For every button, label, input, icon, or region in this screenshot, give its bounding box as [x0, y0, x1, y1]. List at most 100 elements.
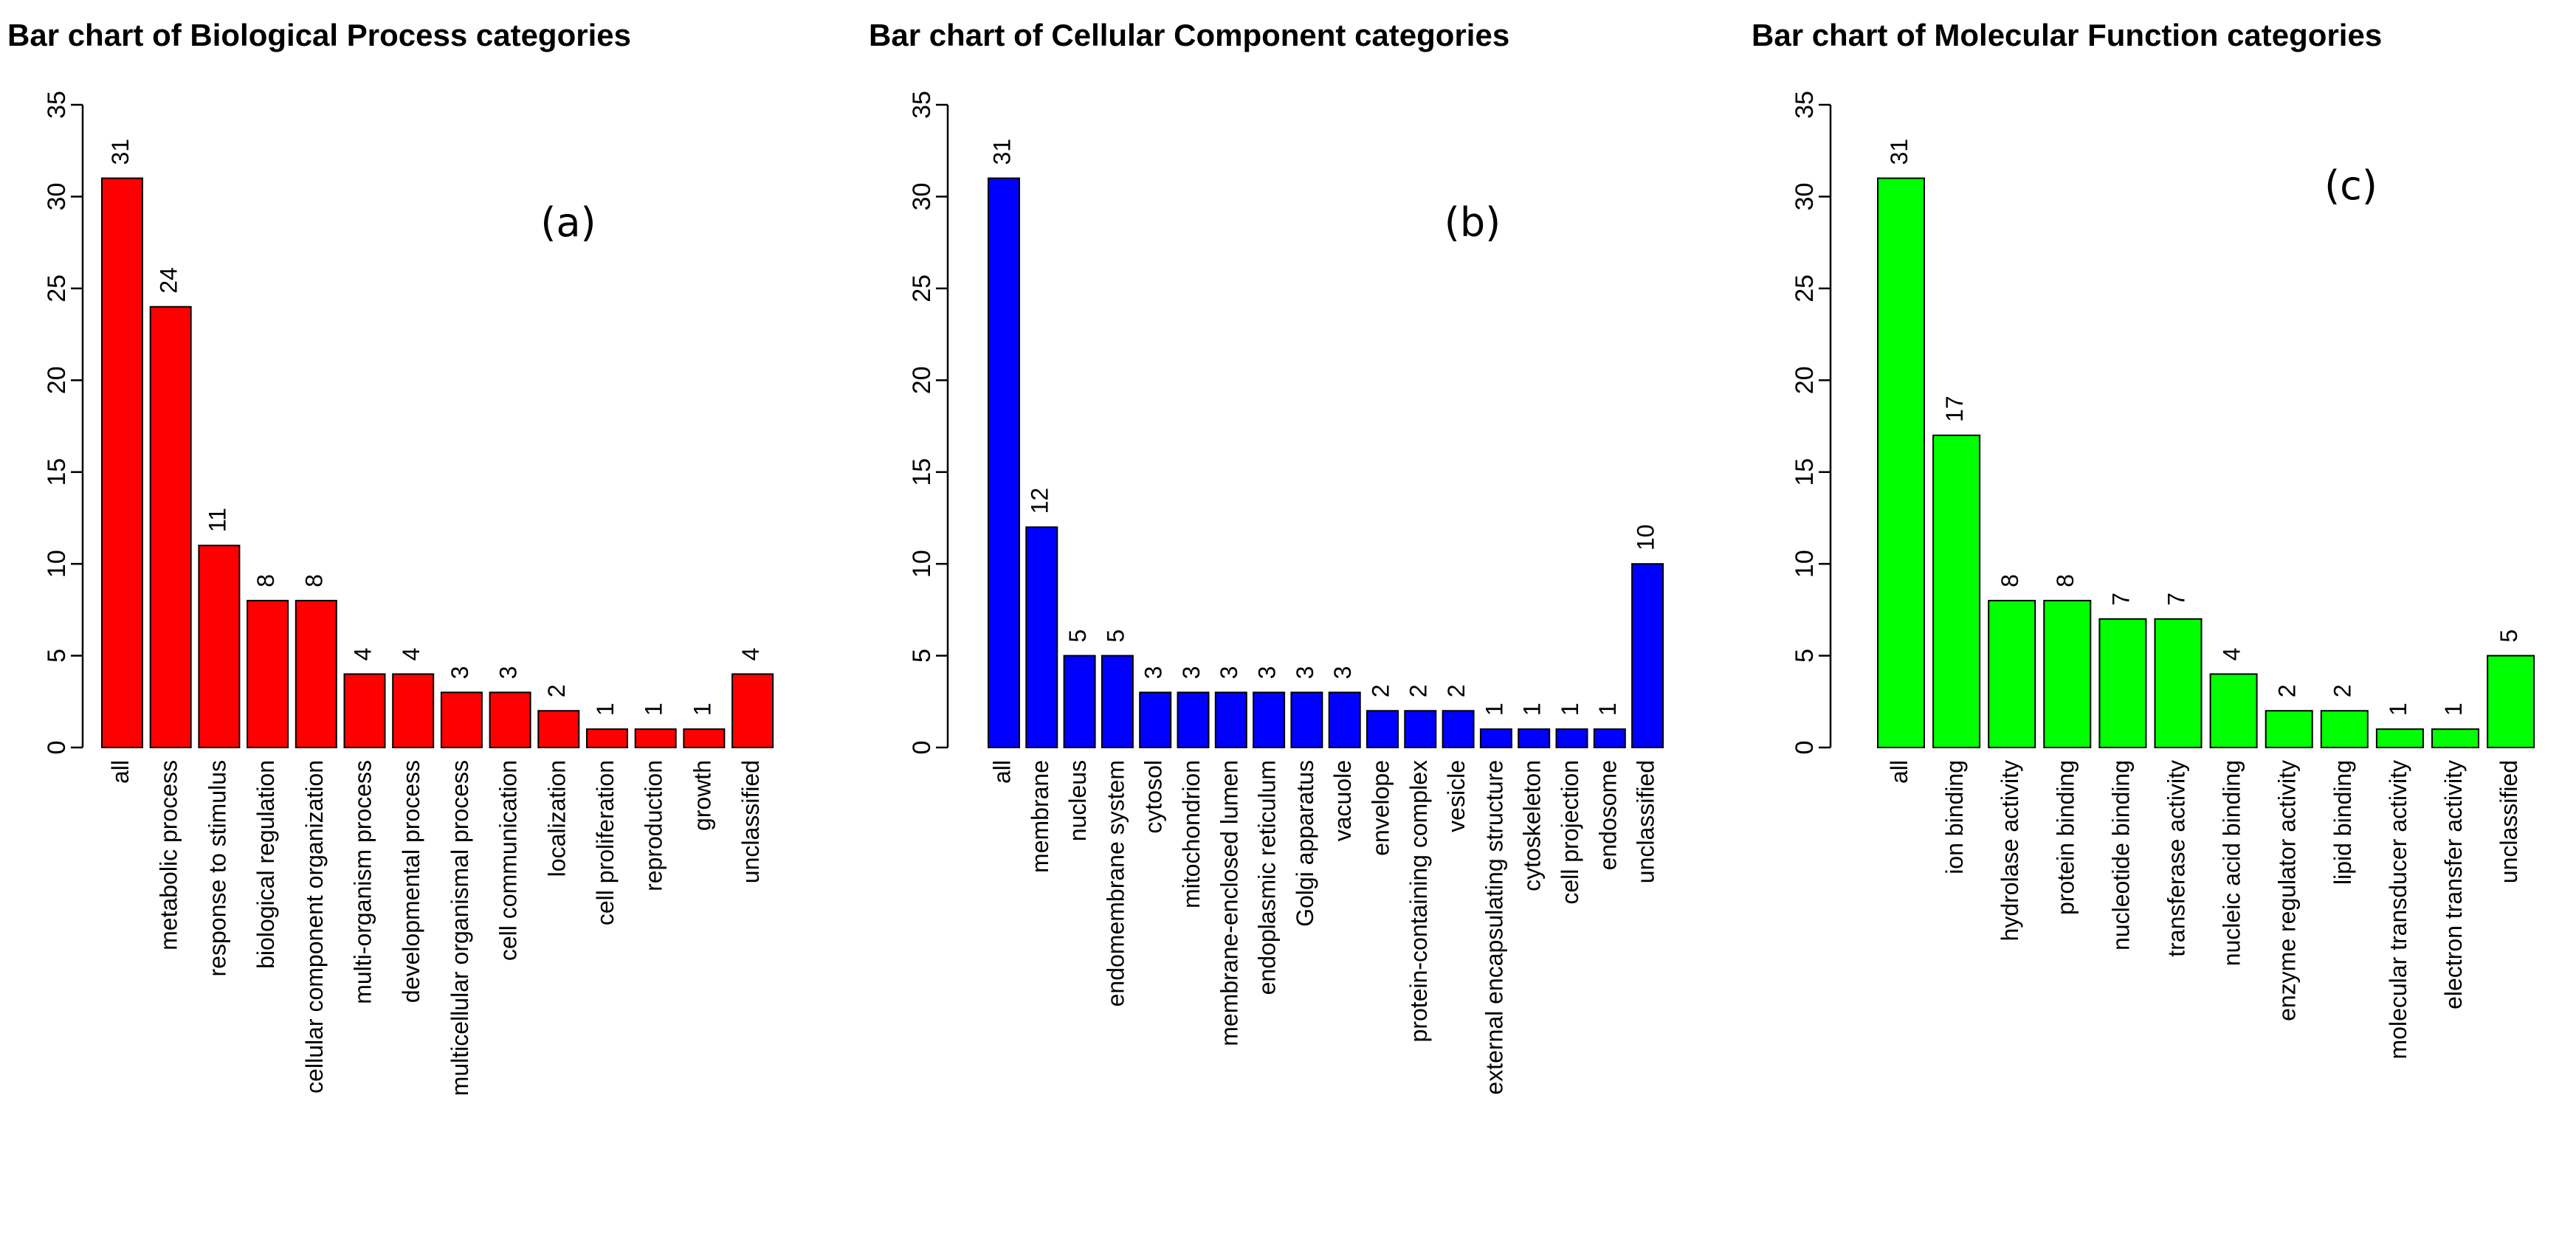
category-label: nucleus: [1064, 760, 1091, 841]
y-tick-label: 25: [908, 275, 936, 303]
bar-value-label: 4: [2219, 648, 2245, 661]
bar-value-label: 2: [1405, 684, 1432, 697]
bar: [343, 673, 386, 749]
y-tick-label: 5: [908, 649, 936, 663]
bar: [1139, 691, 1172, 748]
bar-value-label: 1: [1481, 702, 1507, 716]
bar: [2487, 655, 2535, 748]
category-label: all: [988, 760, 1015, 784]
bar: [247, 599, 289, 749]
bar: [295, 599, 337, 749]
category-label: external encapsulating structure: [1481, 760, 1507, 1095]
category-label: cell proliferation: [592, 760, 619, 925]
bar: [2375, 728, 2424, 748]
category-label: unclassified: [737, 760, 764, 883]
bar-value-label: 1: [1557, 702, 1583, 716]
bar-value-label: 2: [2329, 684, 2356, 697]
category-label: multicellular organismal process: [447, 760, 473, 1096]
bar: [1328, 691, 1361, 748]
bar-value-label: 2: [1443, 684, 1470, 697]
bar-value-label: 5: [2496, 629, 2522, 643]
y-tick-label: 5: [43, 649, 71, 663]
category-label: developmental process: [398, 760, 424, 1003]
category-label: transferase activity: [2163, 760, 2189, 957]
bar: [1518, 728, 1551, 748]
bar-value-label: 8: [252, 574, 279, 587]
category-label: protein binding: [2052, 760, 2079, 915]
bar-value-label: 1: [1594, 702, 1621, 716]
bar: [1025, 526, 1058, 748]
category-label: cell projection: [1557, 760, 1583, 905]
bar: [1479, 728, 1512, 748]
bar-value-label: 1: [689, 702, 715, 716]
category-label: endoplasmic reticulum: [1254, 760, 1281, 995]
bar-value-label: 1: [592, 702, 619, 716]
bar-value-label: 10: [1633, 525, 1659, 551]
bar: [1366, 710, 1399, 749]
category-label: membrane: [1027, 760, 1053, 873]
category-label: nucleotide binding: [2107, 760, 2134, 950]
bar-value-label: 8: [1997, 574, 2023, 587]
bar: [1877, 177, 1925, 749]
bar-value-label: 31: [107, 139, 134, 165]
y-tick-label: 0: [1791, 741, 1819, 755]
bar: [2265, 710, 2313, 749]
category-label: nucleic acid binding: [2219, 760, 2245, 966]
category-label: ion binding: [1941, 760, 1968, 874]
bar: [1253, 691, 1286, 748]
category-label: unclassified: [1633, 760, 1659, 883]
bar-value-label: 8: [301, 574, 328, 587]
y-tick-label: 10: [1791, 550, 1819, 578]
bar-value-label: 3: [1216, 666, 1242, 680]
bar-value-label: 5: [1102, 629, 1129, 643]
bar-value-label: 8: [2052, 574, 2079, 587]
category-label: cell communication: [495, 760, 522, 961]
y-tick-label: 35: [43, 91, 71, 119]
bar: [1932, 434, 1981, 748]
y-tick-label: 10: [43, 550, 71, 578]
panel-label: (b): [1444, 199, 1501, 246]
y-tick-label: 35: [1791, 91, 1819, 119]
bar: [1177, 691, 1210, 748]
category-label: molecular transducer activity: [2385, 760, 2411, 1059]
bar: [1631, 563, 1664, 749]
bar-value-label: 31: [988, 139, 1015, 165]
bar: [1988, 599, 2036, 749]
bar: [489, 691, 531, 748]
category-label: cytoskeleton: [1519, 760, 1546, 891]
category-label: biological regulation: [252, 760, 279, 969]
category-label: mitochondrion: [1178, 760, 1205, 908]
bar-value-label: 7: [2107, 593, 2134, 606]
y-tick-label: 25: [1791, 275, 1819, 303]
bar-value-label: 3: [1178, 666, 1205, 680]
bar: [392, 673, 435, 749]
category-label: vesicle: [1443, 760, 1470, 832]
bar: [537, 710, 580, 749]
category-label: unclassified: [2496, 760, 2522, 883]
bar: [586, 728, 628, 748]
bar: [1290, 691, 1323, 748]
category-label: lipid binding: [2329, 760, 2356, 885]
y-tick-label: 20: [908, 366, 936, 394]
category-label: enzyme regulator activity: [2274, 760, 2301, 1021]
y-tick-label: 30: [43, 183, 71, 211]
y-tick-label: 5: [1791, 649, 1819, 663]
bar-value-label: 3: [1254, 666, 1281, 680]
bar-value-label: 1: [2385, 702, 2411, 716]
y-tick-label: 20: [1791, 366, 1819, 394]
category-label: growth: [689, 760, 715, 831]
bar: [2043, 599, 2092, 749]
bar-value-label: 3: [1292, 666, 1318, 680]
bar-value-label: 5: [1064, 629, 1091, 643]
bar: [2154, 618, 2203, 748]
category-label: hydrolase activity: [1997, 760, 2023, 941]
y-tick-label: 20: [43, 366, 71, 394]
y-tick-label: 10: [908, 550, 936, 578]
bar-value-label: 2: [543, 684, 570, 697]
bar: [149, 305, 192, 748]
category-label: protein-containing complex: [1405, 760, 1432, 1042]
panel-label: (c): [2324, 162, 2377, 209]
bar: [2431, 728, 2479, 748]
bar-value-label: 11: [204, 508, 230, 532]
bar-value-label: 1: [1519, 702, 1546, 716]
